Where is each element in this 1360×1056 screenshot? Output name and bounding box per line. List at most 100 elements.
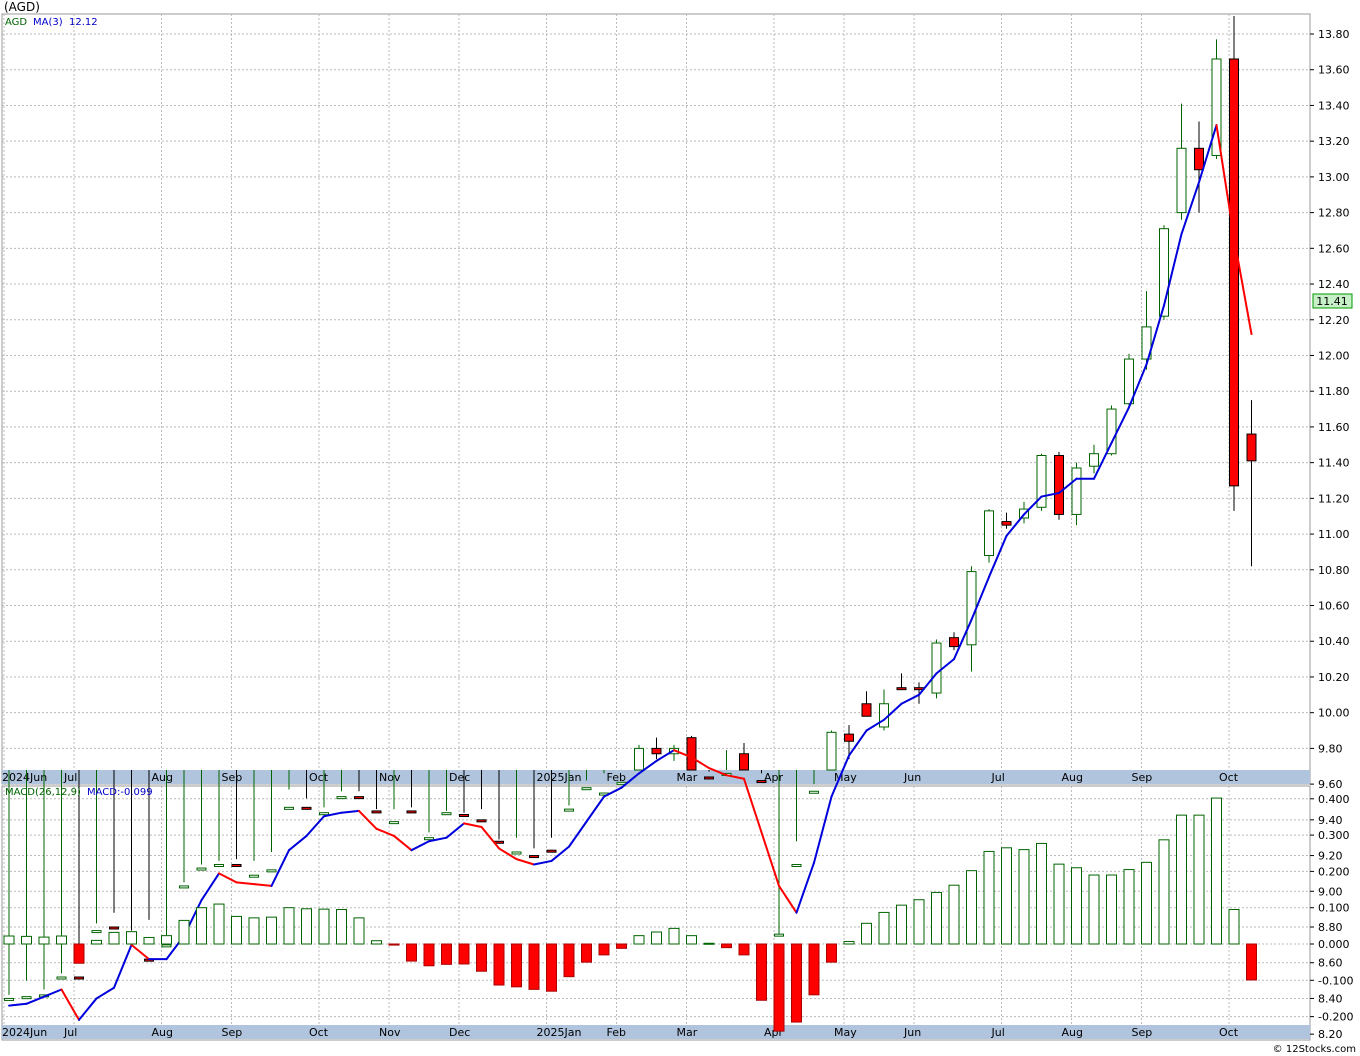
price-y-tick-label: 13.00 — [1318, 171, 1350, 184]
ma3-segment — [1128, 363, 1148, 409]
macd-bar — [126, 931, 137, 945]
macd-bar — [1106, 874, 1117, 945]
macd-y-tick-label: -0.100 — [1318, 974, 1353, 987]
candle — [371, 770, 382, 814]
macd-bar — [1053, 863, 1065, 945]
ma3-segment — [410, 840, 430, 852]
price-y-tick-label: 10.60 — [1318, 600, 1350, 613]
ma3-segment — [1145, 304, 1165, 366]
ma3-segment — [848, 729, 868, 757]
macd-x-tick-label: Nov — [379, 1026, 401, 1039]
candle — [1141, 291, 1152, 370]
macd-bar — [528, 943, 540, 990]
macd-bar — [266, 916, 277, 945]
candle — [634, 744, 644, 771]
macd-x-tick-label: Jul — [991, 1026, 1005, 1039]
ma3-segment — [305, 815, 325, 837]
candle-body — [371, 810, 382, 814]
price-y-tick-label: 13.40 — [1318, 99, 1350, 112]
candle-body — [56, 976, 67, 980]
last-price-label: 11.41 — [1316, 295, 1348, 308]
macd-bar — [738, 943, 750, 956]
price-y-tick-label: 12.40 — [1318, 278, 1350, 291]
candle-body — [266, 869, 277, 873]
price-y-tick-label: 12.60 — [1318, 242, 1350, 255]
macd-bar — [441, 943, 452, 965]
macd-bar — [476, 943, 487, 972]
price-y-tick-label: 9.80 — [1318, 742, 1343, 755]
candle — [1054, 451, 1064, 520]
candle — [1036, 453, 1047, 511]
macd-bar — [196, 907, 207, 945]
watermark: © 12Stocks.com — [1273, 1044, 1356, 1055]
ma3-segment — [498, 847, 518, 861]
price-x-tick-label: Sep — [222, 771, 243, 784]
ma3-segment — [515, 858, 535, 866]
candle — [651, 737, 662, 760]
macd-bar — [56, 935, 67, 945]
candle — [354, 770, 364, 800]
price-y-tick-label: 9.00 — [1318, 885, 1343, 898]
ma3-segment — [43, 988, 63, 998]
candle-body — [1159, 228, 1169, 317]
ma3-segment — [970, 575, 990, 621]
candle — [301, 770, 312, 810]
candle-body — [1141, 326, 1152, 360]
macd-bar — [616, 943, 627, 949]
ma3-segment — [393, 834, 413, 852]
ma3-segment — [1180, 181, 1200, 236]
candlestick-series — [4, 16, 1257, 1001]
chart-title: (AGD) — [4, 0, 40, 14]
ma3-segment — [1198, 124, 1218, 184]
macd-bar — [283, 907, 295, 945]
price-x-tick-label: May — [834, 771, 857, 784]
price-y-tick-label: 8.60 — [1318, 957, 1343, 970]
macd-bar — [826, 943, 837, 963]
legend-symbol: AGD — [5, 17, 27, 28]
candle-body — [651, 747, 662, 755]
macd-bar — [983, 850, 995, 945]
candle — [1211, 39, 1222, 160]
ma3-segment — [113, 943, 133, 989]
candle-body — [1229, 58, 1239, 487]
macd-x-tick-label: 2024Jun — [2, 1026, 47, 1039]
macd-bar — [1071, 867, 1082, 945]
ma3-segment — [375, 827, 395, 837]
macd-y-tick-label: 0.400 — [1318, 793, 1350, 806]
macd-bar — [878, 911, 890, 945]
candle-body — [441, 812, 452, 816]
price-y-tick-label: 8.20 — [1318, 1028, 1343, 1041]
candle — [896, 673, 907, 691]
macd-bar — [91, 939, 102, 945]
ma3-line — [8, 124, 1253, 1021]
macd-bar — [1176, 814, 1187, 945]
candle — [389, 770, 399, 825]
macd-bar — [896, 904, 907, 945]
ma3-segment — [690, 756, 710, 770]
macd-bar — [1211, 797, 1222, 945]
price-y-tick-label: 9.20 — [1318, 850, 1343, 863]
macd-x-tick-label: Aug — [1062, 1026, 1083, 1039]
macd-bar — [406, 943, 417, 962]
candle-body — [1036, 454, 1047, 508]
ma3-segment — [200, 872, 220, 902]
price-x-tick-label: Oct — [309, 771, 329, 784]
macd-bar — [388, 943, 400, 946]
macd-bar — [213, 903, 225, 945]
candle-body — [844, 733, 854, 742]
price-y-tick-label: 11.80 — [1318, 385, 1350, 398]
price-x-tick-label: 2025Jan — [537, 771, 582, 784]
candle — [511, 770, 522, 855]
macd-x-tick-label: Jun — [903, 1026, 921, 1039]
candle — [791, 770, 802, 867]
macd-bar — [931, 891, 942, 945]
ma3-segment — [795, 861, 815, 914]
candle — [984, 509, 994, 563]
macd-x-tick-label: Dec — [449, 1026, 470, 1039]
candle — [196, 770, 207, 871]
ma3-segment — [25, 995, 45, 1005]
ma3-segment — [1005, 513, 1025, 537]
price-y-tick-label: 11.60 — [1318, 421, 1350, 434]
candle — [1176, 103, 1187, 220]
macd-bar — [38, 936, 50, 945]
